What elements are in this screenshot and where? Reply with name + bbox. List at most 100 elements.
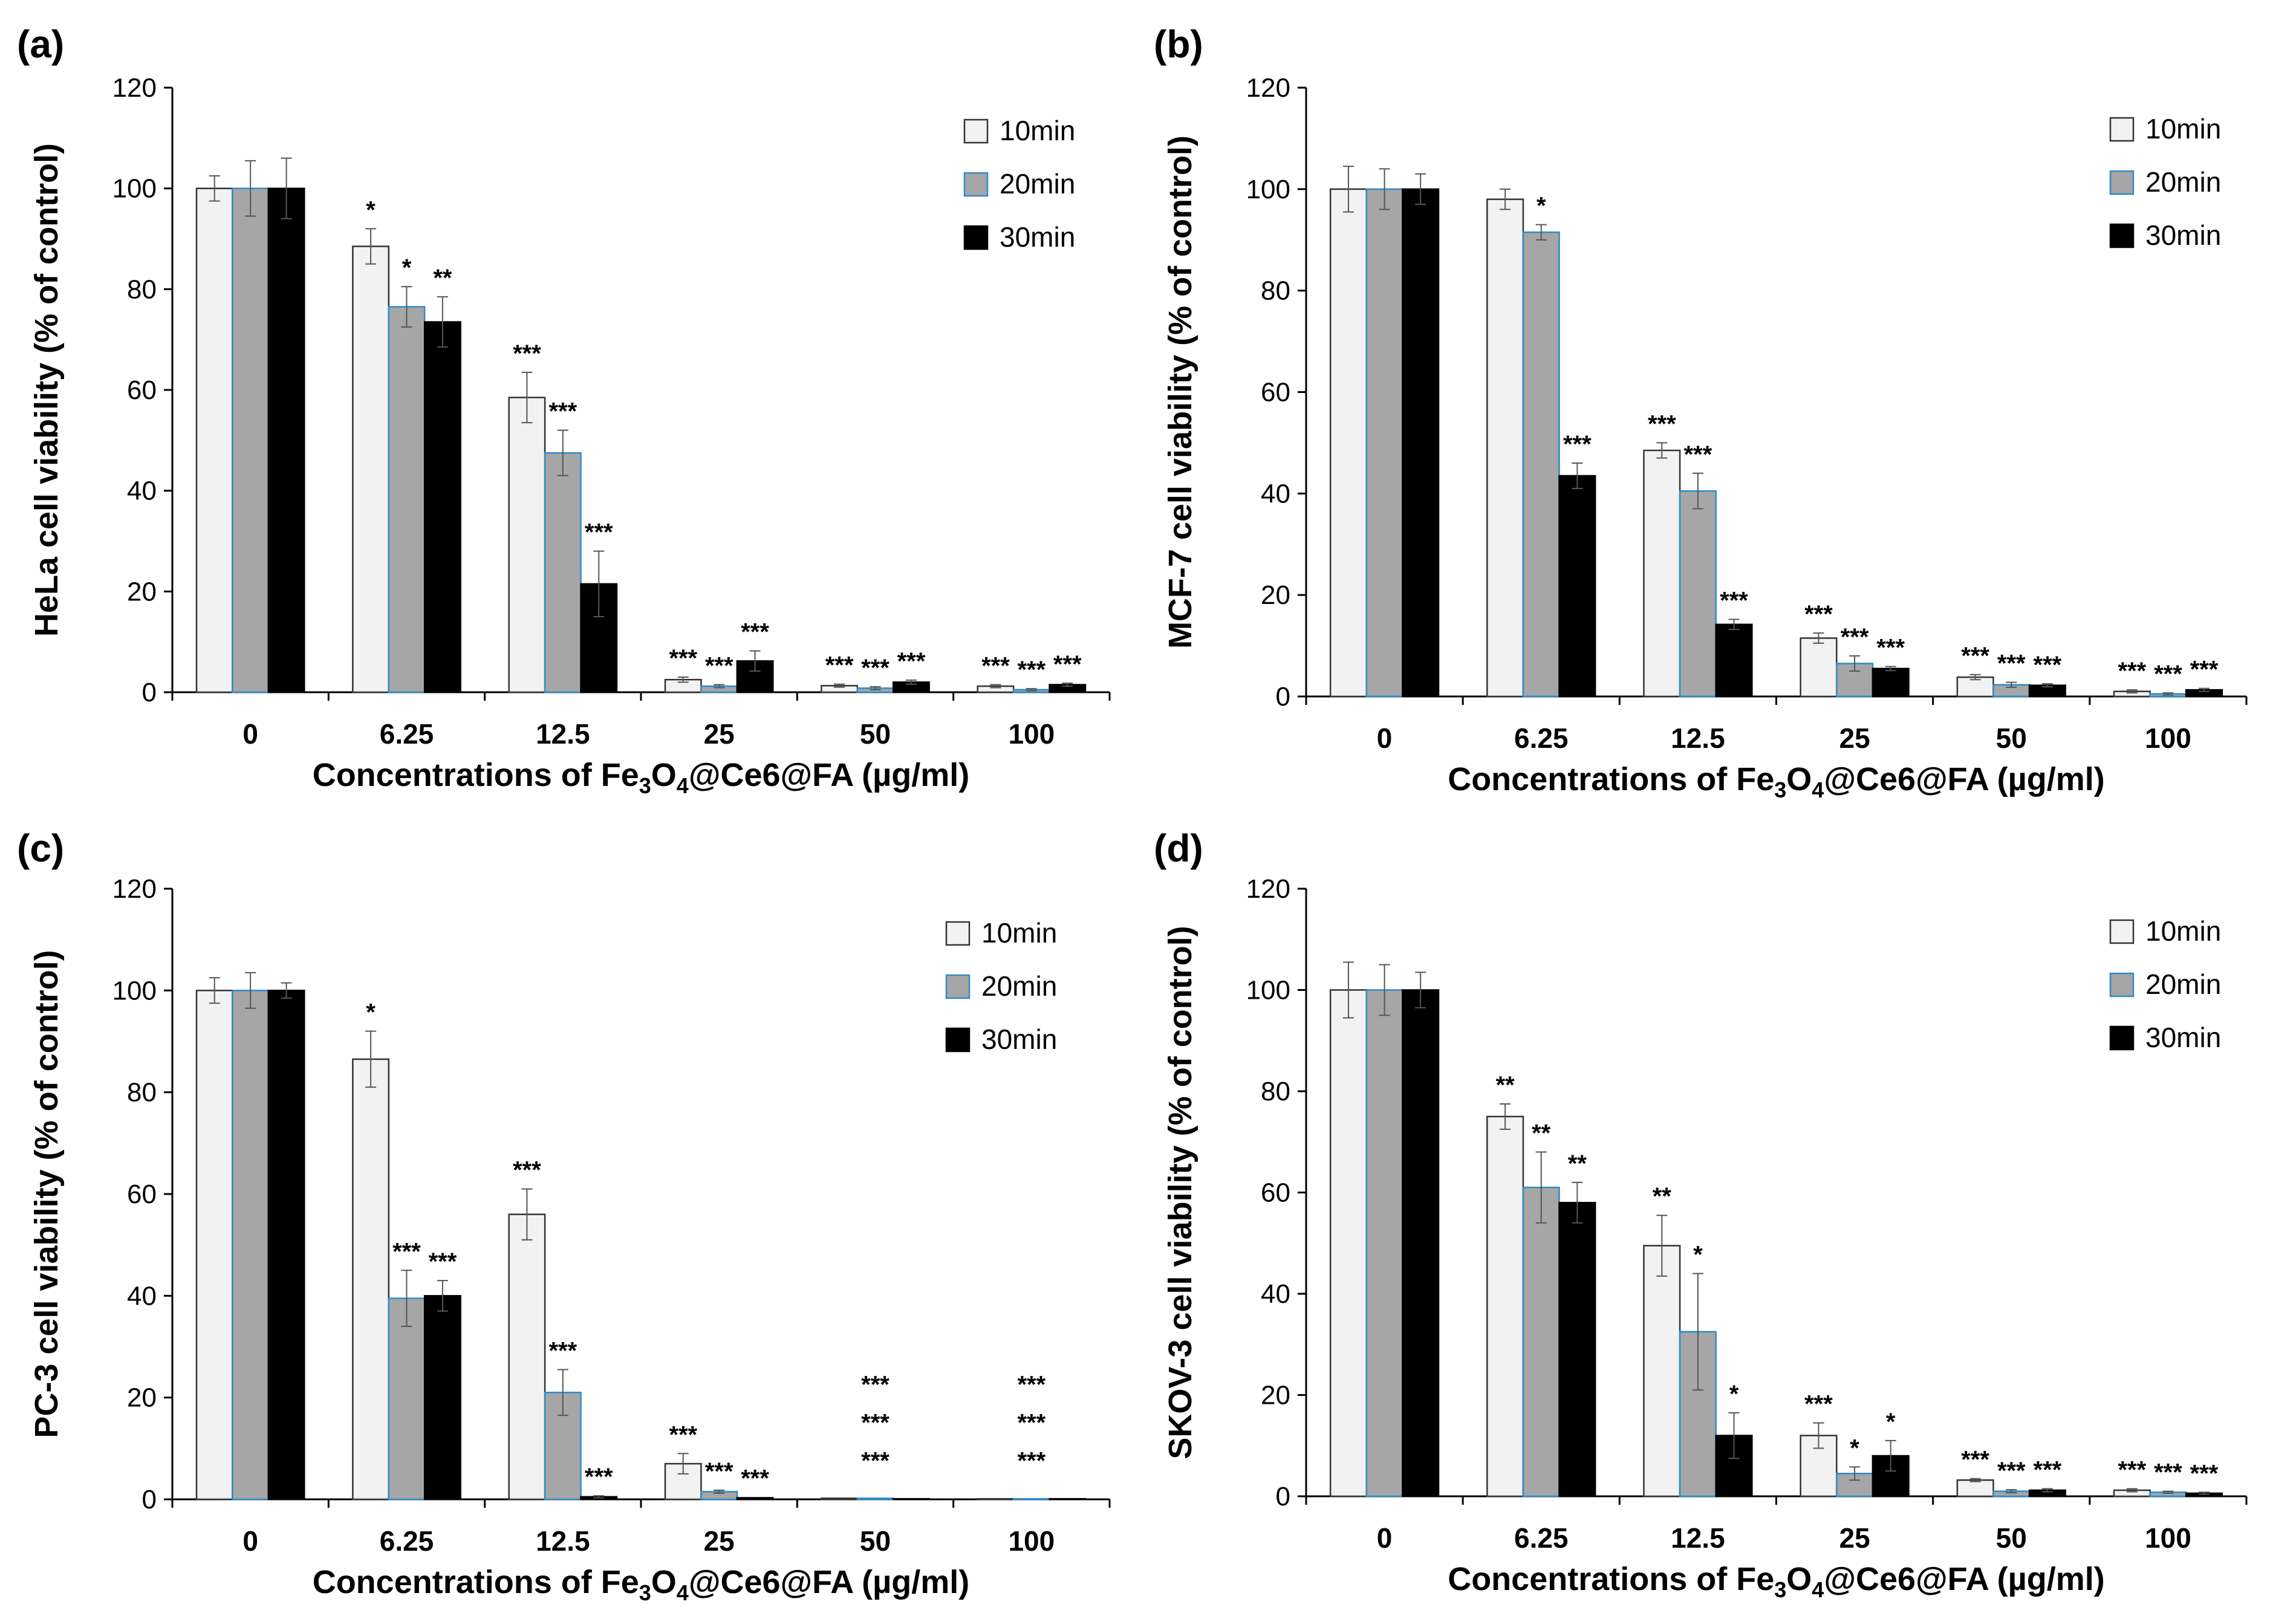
- bar-10min: [1329, 188, 1368, 698]
- y-tick-label: 80: [127, 1078, 157, 1108]
- significance-label: ***: [2190, 1460, 2219, 1487]
- y-tick-label: 0: [142, 1485, 157, 1514]
- significance-label: **: [1568, 1150, 1587, 1177]
- y-tick-label: 120: [1246, 73, 1290, 103]
- significance-label: ***: [861, 1371, 889, 1398]
- significance-label: ***: [1684, 441, 1712, 468]
- significance-label: ***: [2190, 657, 2219, 683]
- category-label: 50: [860, 718, 891, 750]
- label-part: Concentrations of Fe: [313, 757, 639, 793]
- significance-label: ***: [981, 653, 1010, 680]
- significance-label: ***: [1648, 410, 1676, 437]
- y-tick-label: 100: [112, 976, 157, 1005]
- bar-30min: [423, 1295, 461, 1501]
- significance-label: *: [1693, 1242, 1703, 1268]
- label-part: @Ce6@FA (µg/ml): [689, 1564, 969, 1600]
- bar-20min: [1522, 231, 1560, 698]
- significance-label: ***: [2118, 658, 2146, 684]
- x-axis-title: Concentrations of Fe3O4@Ce6@FA (µg/ml): [313, 757, 970, 798]
- category-label: 6.25: [380, 718, 434, 750]
- category-label: 25: [704, 1525, 735, 1557]
- bar-10min: [1643, 1245, 1681, 1498]
- legend-swatch: [2109, 1025, 2135, 1051]
- legend-label: 30min: [2145, 219, 2221, 251]
- bar-10min: [352, 245, 390, 693]
- label-part: @Ce6@FA (µg/ml): [689, 757, 969, 793]
- significance-label: ***: [429, 1248, 457, 1275]
- legend-swatch: [2109, 223, 2135, 248]
- bar-30min: [1872, 667, 1910, 698]
- bar-10min: [1956, 1479, 1994, 1498]
- y-tick-label: 40: [127, 476, 157, 506]
- legend: 10min 20min 30min: [945, 917, 1057, 1055]
- bar-30min: [736, 1497, 774, 1501]
- legend: 10min 20min 30min: [2109, 915, 2221, 1053]
- bar-20min: [232, 187, 270, 693]
- significance-label: **: [1532, 1120, 1551, 1147]
- significance-label: ***: [1017, 1448, 1046, 1475]
- subscript: 3: [639, 773, 651, 798]
- bar-20min: [1365, 188, 1403, 698]
- legend-label: 30min: [2145, 1022, 2221, 1053]
- significance-label: *: [366, 196, 376, 223]
- legend-label: 30min: [981, 1024, 1057, 1055]
- legend: 10min 20min 30min: [963, 115, 1075, 253]
- subscript: 4: [677, 773, 689, 798]
- significance-label: ***: [548, 1337, 577, 1364]
- label-part: @Ce6@FA (µg/ml): [1824, 1561, 2104, 1597]
- significance-label: ***: [861, 655, 889, 681]
- y-tick-label: 60: [127, 1180, 157, 1209]
- subscript: 4: [1812, 777, 1824, 802]
- significance-label: ***: [1841, 624, 1869, 651]
- legend: 10min 20min 30min: [2109, 113, 2221, 251]
- y-tick-label: 120: [112, 73, 157, 103]
- significance-label: *: [402, 255, 412, 281]
- significance-label: ***: [741, 619, 769, 646]
- significance-label: ***: [1876, 634, 1905, 661]
- y-axis-title: SKOV-3 cell viability (% of control): [1162, 926, 1198, 1459]
- significance-label: ***: [2034, 1456, 2062, 1483]
- y-axis-title: HeLa cell viability (% of control): [28, 143, 65, 637]
- chart-panel-b: (b)0204060801001200****6.25*********12.5…: [1154, 22, 2248, 802]
- bar-20min: [1679, 490, 1717, 698]
- subscript: 3: [1774, 1577, 1786, 1602]
- y-tick-label: 120: [1246, 874, 1290, 904]
- y-tick-label: 40: [127, 1281, 157, 1311]
- label-part: Concentrations of Fe: [1448, 1561, 1774, 1597]
- significance-label: ***: [2154, 661, 2182, 687]
- bar-30min: [1402, 188, 1440, 698]
- y-tick-label: 0: [1276, 682, 1290, 712]
- bar-10min: [1486, 198, 1524, 698]
- bar-10min: [195, 187, 233, 693]
- category-label: 25: [1839, 1522, 1870, 1554]
- significance-label: ***: [861, 1448, 889, 1475]
- label-part: @Ce6@FA (µg/ml): [1824, 761, 2104, 797]
- subscript: 4: [677, 1580, 689, 1605]
- panel-label: (b): [1154, 22, 1203, 66]
- legend-label: 20min: [981, 970, 1057, 1002]
- bar-10min: [1643, 449, 1681, 698]
- significance-label: *: [1537, 193, 1546, 219]
- legend-label: 10min: [2145, 113, 2221, 144]
- significance-label: ***: [897, 648, 926, 675]
- subscript: 4: [1812, 1577, 1824, 1602]
- significance-label: ***: [1563, 431, 1592, 458]
- bar-20min: [856, 1498, 894, 1501]
- x-axis-title: Concentrations of Fe3O4@Ce6@FA (µg/ml): [1448, 761, 2105, 802]
- significance-label: ***: [548, 398, 577, 425]
- category-label: 0: [1377, 722, 1393, 754]
- bar-30min: [267, 990, 305, 1501]
- y-tick-label: 0: [142, 678, 157, 707]
- legend-swatch: [945, 974, 971, 999]
- significance-label: ***: [1804, 1391, 1833, 1418]
- significance-label: ***: [1997, 651, 2026, 677]
- panel-label: (d): [1154, 826, 1203, 870]
- legend-swatch: [963, 118, 989, 144]
- subscript: 3: [639, 1580, 651, 1605]
- y-tick-label: 80: [1261, 1077, 1290, 1106]
- bar-30min: [1715, 623, 1753, 698]
- legend-label: 30min: [1000, 221, 1075, 253]
- label-part: O: [1786, 761, 1812, 797]
